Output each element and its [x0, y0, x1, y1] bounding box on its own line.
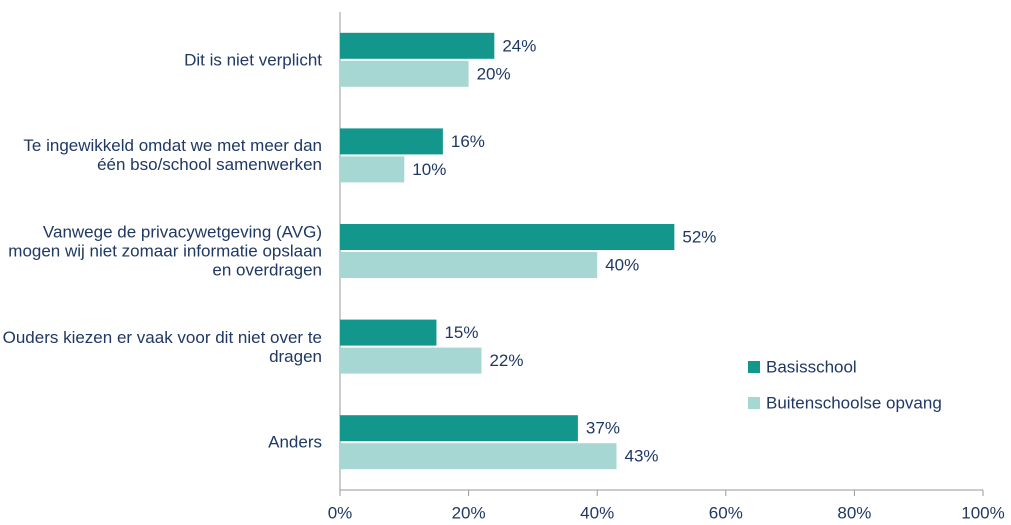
legend-label: Basisschool	[766, 357, 857, 376]
data-label: 40%	[605, 255, 639, 274]
data-label: 22%	[489, 351, 523, 370]
legend-swatch	[748, 397, 760, 409]
x-tick-label: 100%	[961, 503, 1004, 522]
data-label: 15%	[444, 323, 478, 342]
x-tick-label: 40%	[580, 503, 614, 522]
category-label: Te ingewikkeld omdat we met meer dan één…	[23, 136, 322, 175]
bar	[340, 60, 469, 87]
bar	[340, 156, 405, 183]
data-label: 20%	[477, 64, 511, 83]
bar	[340, 252, 598, 278]
x-tick-label: 60%	[709, 503, 743, 522]
category-label: Anders	[268, 432, 322, 452]
data-label: 37%	[586, 419, 620, 438]
legend-swatch	[748, 361, 760, 373]
category-label: Ouders kiezen er vaak voor dit niet over…	[2, 327, 322, 366]
data-label: 52%	[682, 227, 716, 246]
bar	[340, 415, 578, 442]
bar	[340, 32, 495, 59]
x-tick-label: 0%	[328, 503, 353, 522]
category-label: Vanwege de privacywetgeving (AVG) mogen …	[8, 222, 322, 280]
x-tick-label: 80%	[837, 503, 871, 522]
data-label: 10%	[412, 160, 446, 179]
data-label: 43%	[624, 447, 658, 466]
bar	[340, 128, 443, 155]
bar	[340, 347, 482, 374]
bar	[340, 224, 675, 250]
legend-label: Buitenschoolse opvang	[766, 393, 942, 412]
data-label: 24%	[502, 36, 536, 55]
data-label: 16%	[451, 132, 485, 151]
x-tick-label: 20%	[452, 503, 486, 522]
bar	[340, 319, 437, 346]
category-label: Dit is niet verplicht	[184, 50, 322, 70]
bar	[340, 443, 617, 470]
